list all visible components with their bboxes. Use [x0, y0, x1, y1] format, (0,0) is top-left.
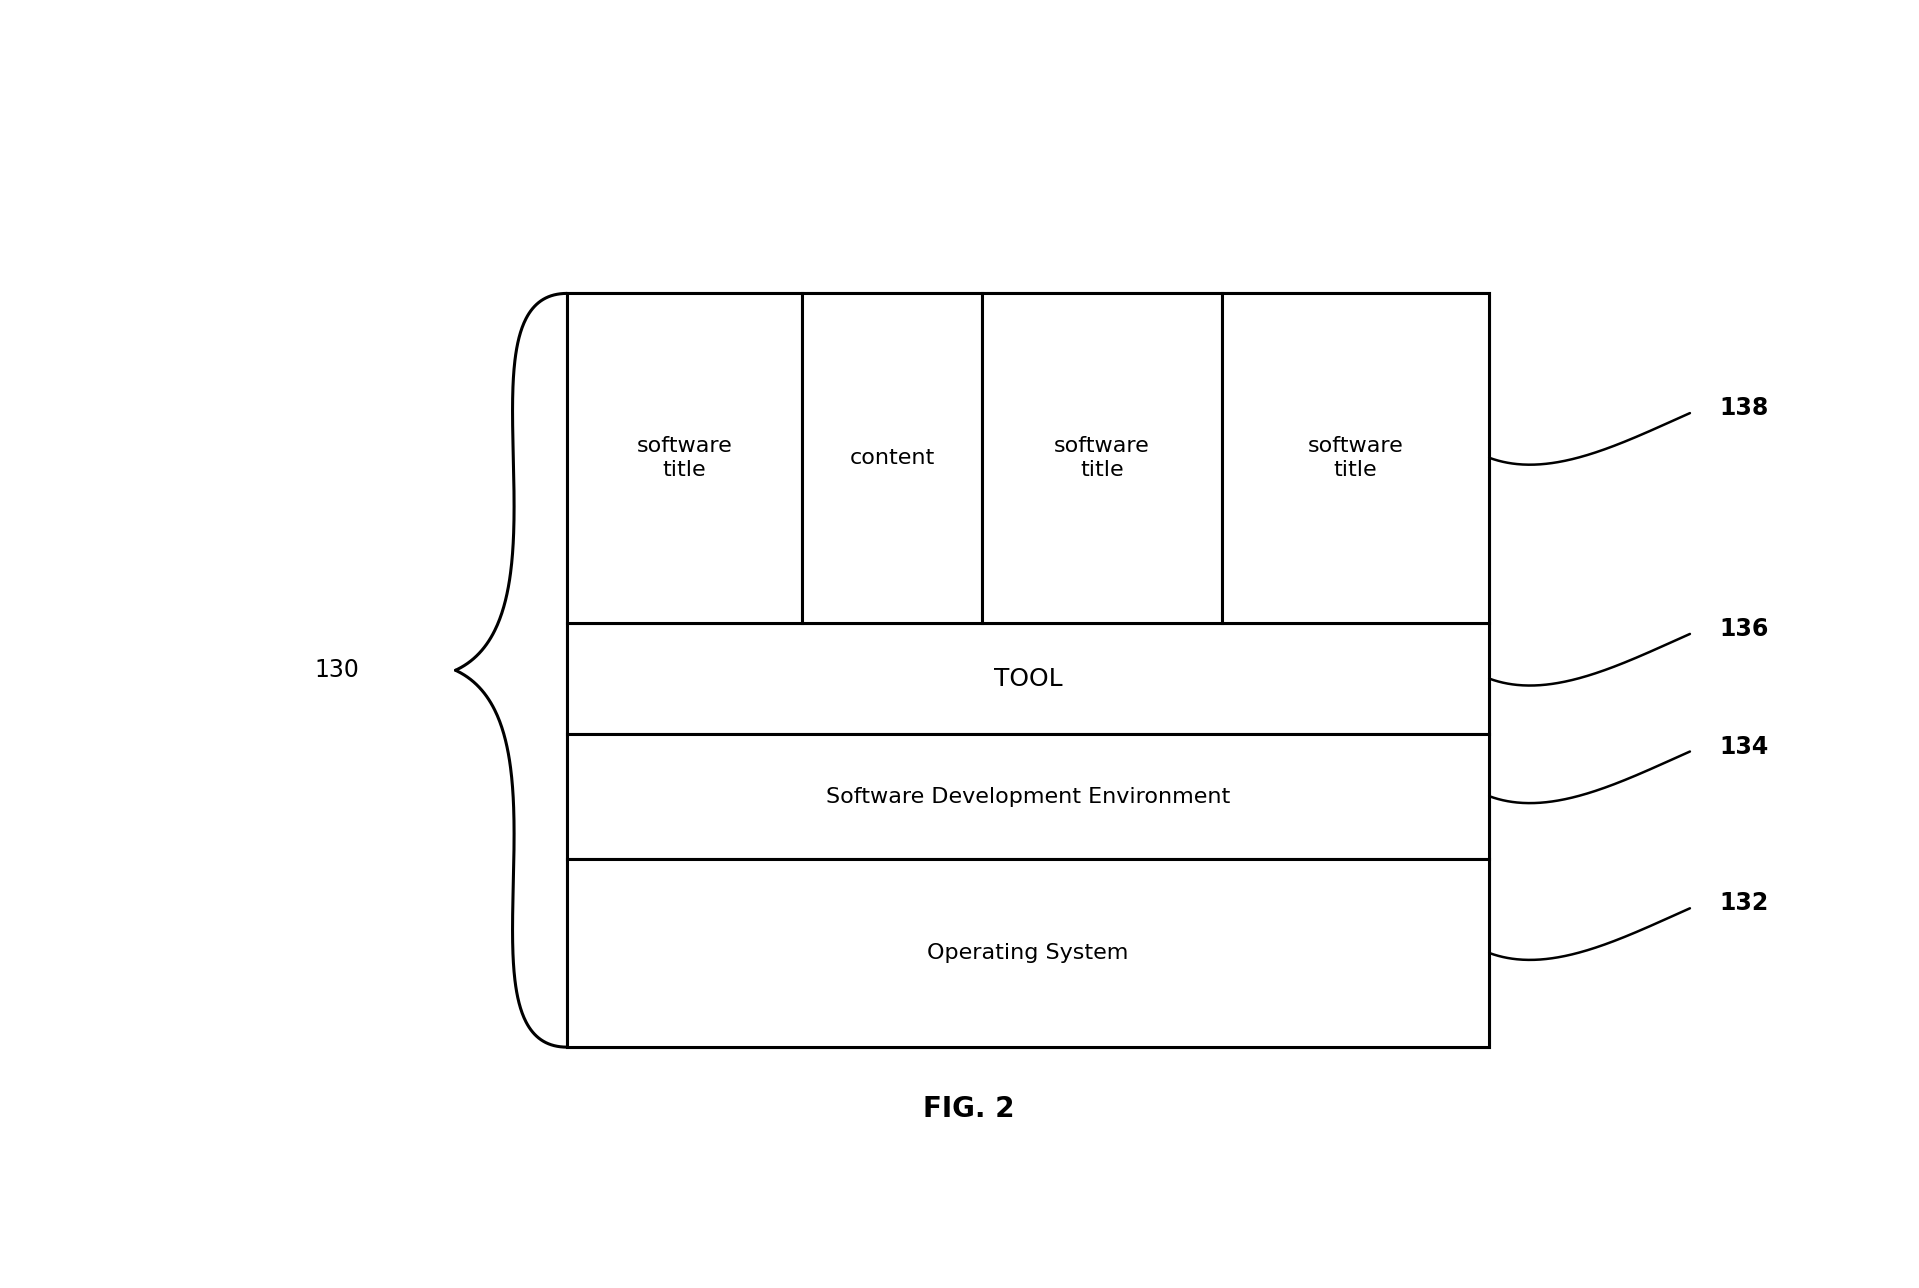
Text: 134: 134	[1719, 734, 1769, 759]
Text: software
title: software title	[1054, 437, 1149, 479]
Bar	[568, 294, 802, 623]
Text: TOOL: TOOL	[994, 667, 1063, 690]
Bar	[568, 734, 1489, 859]
Bar	[983, 294, 1222, 623]
Text: 132: 132	[1719, 891, 1769, 916]
Text: 136: 136	[1719, 617, 1769, 641]
Text: Operating System: Operating System	[927, 943, 1128, 963]
Text: 138: 138	[1719, 397, 1769, 420]
Text: software
title: software title	[637, 437, 733, 479]
Text: FIG. 2: FIG. 2	[923, 1095, 1015, 1123]
Text: content: content	[850, 448, 935, 468]
Text: 130: 130	[315, 658, 359, 683]
Bar	[568, 623, 1489, 734]
Text: Software Development Environment: Software Development Environment	[825, 787, 1230, 806]
Bar	[568, 294, 1489, 1047]
Bar	[802, 294, 983, 623]
Text: software
title: software title	[1307, 437, 1403, 479]
Bar	[568, 859, 1489, 1047]
Bar	[1222, 294, 1489, 623]
